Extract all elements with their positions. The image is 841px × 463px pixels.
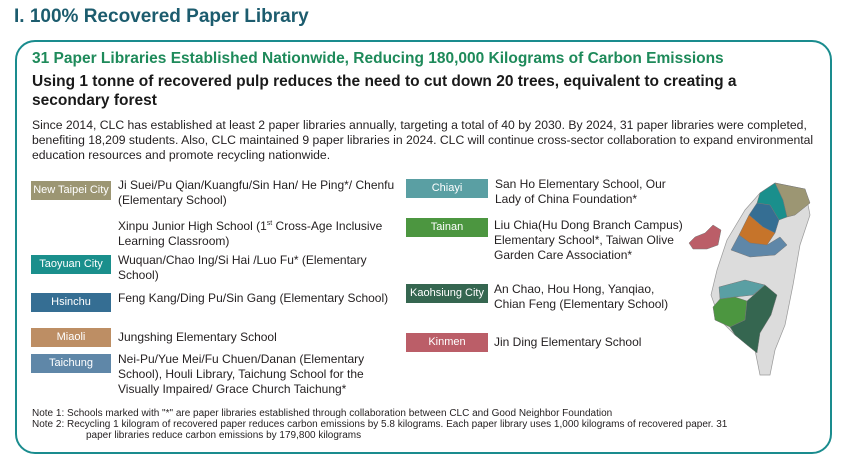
region-schools-taichung: Nei-Pu/Yue Mei/Fu Chuen/Danan (Elementar…	[118, 352, 365, 396]
map-kaohsiung	[729, 284, 778, 354]
region-tag-taichung: Taichung	[31, 354, 111, 373]
region-tag-taoyuan: Taoyuan City	[31, 255, 111, 274]
region-schools-chiayi: San Ho Elementary School, Our Lady of Ch…	[495, 177, 666, 206]
region-tag-kaohsiung: Kaohsiung City	[406, 284, 488, 303]
region-schools-new-taipei: Ji Suei/Pu Qian/Kuangfu/Sin Han/ He Ping…	[118, 178, 395, 207]
region-tag-hsinchu: Hsinchu	[31, 293, 111, 312]
map-taichung	[730, 234, 788, 258]
panel-subheading: Using 1 tonne of recovered pulp reduces …	[32, 73, 737, 109]
map-kinmen	[688, 224, 722, 250]
region-schools-tainan: Liu Chia(Hu Dong Branch Campus) Elementa…	[494, 218, 683, 262]
panel-heading: 31 Paper Libraries Established Nationwid…	[32, 50, 724, 67]
region-schools-kaohsiung: An Chao, Hou Hong, Yanqiao, Chian Feng (…	[494, 282, 669, 311]
region-tag-new-taipei: New Taipei City	[31, 181, 111, 200]
intro-paragraph: Since 2014, CLC has established at least…	[32, 118, 814, 162]
footnotes: Note 1: Schools marked with "*" are pape…	[32, 408, 832, 441]
region-tag-miaoli: Miaoli	[31, 328, 111, 347]
content-panel	[15, 40, 832, 454]
note-2-continued: paper libraries reduce carbon emissions …	[86, 430, 362, 441]
note-2: Note 2: Recycling 1 kilogram of recovere…	[32, 419, 728, 430]
region-tag-chiayi: Chiayi	[406, 179, 488, 198]
section-title: I. 100% Recovered Paper Library	[14, 6, 309, 27]
region-schools-xinpu: Xinpu Junior High School (1st Cross-Age …	[118, 219, 383, 248]
region-schools-miaoli: Jungshing Elementary School	[118, 330, 277, 344]
region-schools-hsinchu: Feng Kang/Ding Pu/Sin Gang (Elementary S…	[118, 291, 389, 305]
region-tag-kinmen: Kinmen	[406, 333, 488, 352]
taiwan-map	[688, 182, 811, 376]
region-tag-tainan: Tainan	[406, 218, 488, 237]
region-schools-kinmen: Jin Ding Elementary School	[494, 335, 642, 349]
region-schools-taoyuan: Wuquan/Chao Ing/Si Hai /Luo Fu* (Element…	[118, 253, 367, 282]
note-1: Note 1: Schools marked with "*" are pape…	[32, 408, 613, 419]
